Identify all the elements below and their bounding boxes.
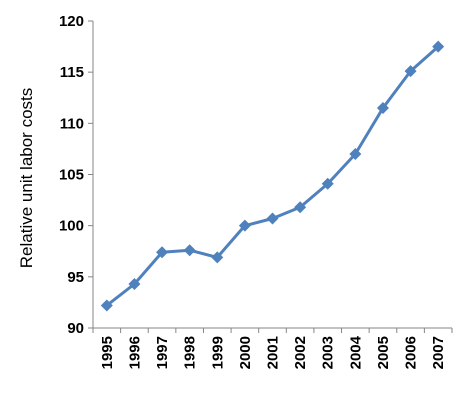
y-ticks: 90 95 100 105 110 115 120 (59, 13, 93, 337)
y-tick-label: 105 (59, 167, 84, 184)
x-tick-label: 2000 (237, 336, 254, 369)
y-tick-label: 115 (60, 64, 84, 81)
x-ticks: 1995 1996 1997 1998 1999 2000 2001 2002 2003 2004… (92, 328, 453, 369)
y-tick-label: 120 (59, 13, 84, 30)
x-tick-label: 2001 (265, 336, 282, 369)
data-point (183, 244, 196, 257)
y-tick-label: 110 (60, 115, 84, 132)
x-tick-label: 1998 (182, 336, 199, 369)
y-tick-label: 100 (59, 218, 84, 235)
data-point (266, 212, 279, 225)
y-tick-label: 95 (67, 269, 84, 286)
data-point (404, 65, 417, 78)
data-point (156, 246, 169, 259)
x-tick-label: 2005 (375, 336, 392, 369)
axes (92, 21, 452, 329)
data-point (376, 101, 389, 114)
x-tick-label: 1996 (126, 336, 143, 369)
x-tick-label: 2006 (403, 336, 420, 369)
x-tick-label: 1995 (99, 336, 116, 369)
x-tick-label: 1999 (209, 336, 226, 369)
y-tick-label: 90 (67, 320, 84, 337)
series-line (105, 45, 440, 307)
data-point (100, 299, 113, 312)
data-point (321, 177, 334, 190)
data-point (349, 148, 362, 161)
data-point (294, 201, 307, 214)
data-point (211, 251, 224, 264)
x-tick-label: 2007 (430, 336, 447, 369)
x-tick-label: 2003 (320, 336, 337, 369)
data-point (432, 40, 445, 53)
x-tick-label: 2004 (347, 335, 364, 369)
data-point (238, 219, 251, 232)
x-tick-label: 2002 (292, 336, 309, 369)
data-point (128, 277, 141, 290)
series-group (100, 40, 445, 312)
x-tick-label: 1997 (154, 336, 171, 369)
y-axis-label: Relative unit labor costs (17, 88, 36, 268)
